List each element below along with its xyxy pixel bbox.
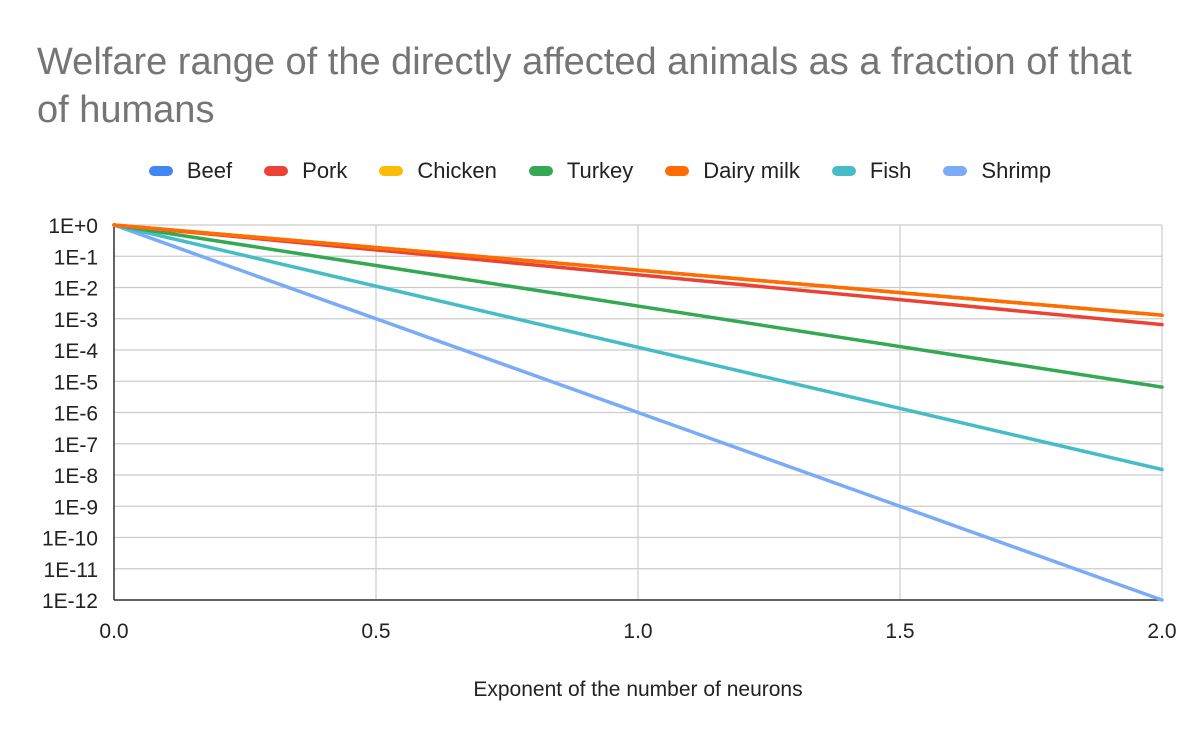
- y-tick-label: 1E-9: [54, 496, 98, 519]
- y-tick-label: 1E-11: [44, 559, 98, 582]
- legend-item-fish: Fish: [831, 158, 912, 184]
- legend-label: Pork: [302, 158, 348, 183]
- legend-swatch: [528, 166, 553, 176]
- series-line-dairy-milk: [112, 223, 1164, 317]
- x-tick-label: 2.0: [1147, 620, 1176, 643]
- series-line-shrimp: [112, 223, 1164, 602]
- y-tick-label: 1E-12: [42, 590, 98, 613]
- legend-label: Shrimp: [981, 158, 1052, 183]
- legend-swatch: [943, 166, 968, 176]
- x-axis-title: Exponent of the number of neurons: [473, 678, 803, 701]
- y-tick-label: 1E-7: [54, 434, 98, 457]
- x-tick-label: 0.0: [99, 620, 128, 643]
- y-tick-label: 1E-10: [42, 528, 98, 551]
- legend-item-pork: Pork: [264, 158, 347, 184]
- x-tick-label: 1.0: [623, 620, 652, 643]
- y-tick-label: 1E-2: [54, 278, 98, 301]
- legend-swatch: [665, 166, 690, 176]
- y-tick-label: 1E-1: [54, 246, 98, 269]
- legend-label: Beef: [186, 158, 233, 183]
- legend-item-shrimp: Shrimp: [943, 158, 1051, 184]
- legend-swatch: [264, 166, 289, 176]
- y-tick-label: 1E-8: [54, 465, 98, 488]
- y-tick-label: 1E-3: [54, 309, 98, 332]
- legend-item-chicken: Chicken: [379, 158, 497, 184]
- legend-item-turkey: Turkey: [528, 158, 634, 184]
- y-tick-label: 1E-5: [54, 371, 98, 394]
- x-tick-label: 1.5: [885, 620, 914, 643]
- legend: Beef Pork Chicken Turkey Dairy milk Fish Shrim…: [0, 158, 1200, 184]
- series-line-fish: [112, 223, 1164, 472]
- legend-swatch: [379, 166, 404, 176]
- legend-item-beef: Beef: [148, 158, 233, 184]
- legend-item-dairy-milk: Dairy milk: [665, 158, 800, 184]
- legend-swatch: [148, 166, 173, 176]
- series-line-turkey: [112, 223, 1164, 389]
- legend-swatch: [831, 166, 856, 176]
- legend-label: Dairy milk: [703, 158, 800, 183]
- legend-label: Turkey: [566, 158, 634, 183]
- y-tick-label: 1E-6: [54, 403, 98, 426]
- legend-label: Fish: [869, 158, 912, 183]
- legend-label: Chicken: [417, 158, 497, 183]
- chart-title: Welfare range of the directly affected a…: [37, 41, 1132, 131]
- y-tick-label: 1E-4: [54, 340, 99, 363]
- y-tick-label: 1E+0: [48, 215, 98, 238]
- x-tick-label: 0.5: [361, 620, 390, 643]
